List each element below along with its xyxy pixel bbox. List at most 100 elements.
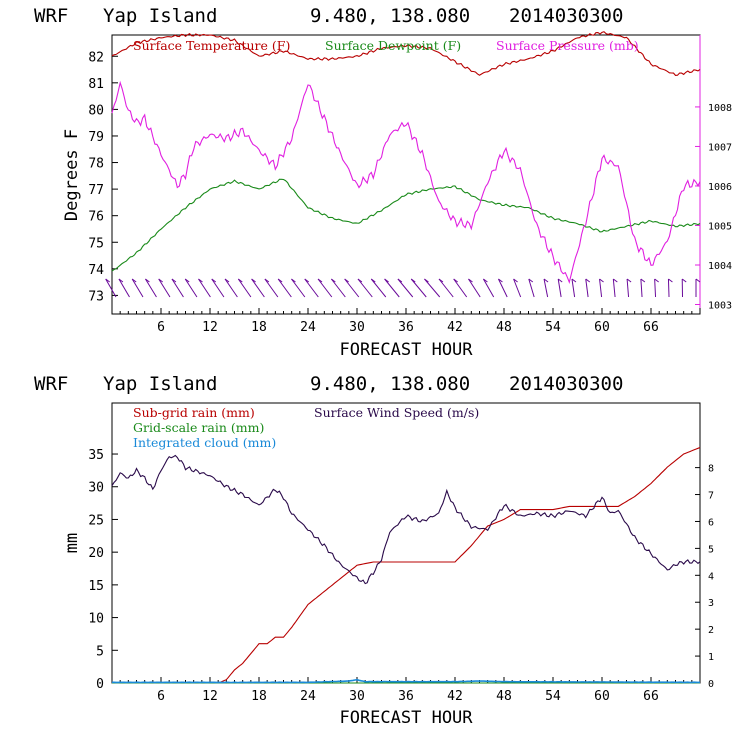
- top-header-init: 2014030300: [509, 5, 623, 27]
- wind-barb: [695, 278, 701, 297]
- bottom-x-tick-label: 42: [447, 689, 463, 704]
- wind-barb: [453, 278, 468, 298]
- wind-barb: [513, 278, 522, 298]
- top-y-tick-label: 78: [88, 157, 104, 172]
- wind-barb: [118, 278, 130, 298]
- bottom-y2-tick-label: 5: [708, 544, 714, 555]
- top-plot-frame: [111, 34, 701, 315]
- bottom-header-model: WRF: [34, 373, 68, 395]
- wind-barb: [317, 278, 333, 298]
- wind-barb: [498, 278, 508, 298]
- bottom-x-tick-label: 48: [496, 689, 512, 704]
- top-y-tick-label: 73: [88, 289, 104, 304]
- bottom-y2-tick-label: 4: [708, 571, 714, 582]
- wind-barb: [277, 278, 292, 298]
- wind-barb: [557, 278, 563, 298]
- top-y2-tick-label: 1006: [708, 182, 732, 193]
- bottom-y2-tick-label: 2: [708, 625, 714, 636]
- wind-barb: [171, 278, 184, 298]
- bottom-x-tick-label: 30: [349, 689, 365, 704]
- bottom-y2-tick-label: 0: [708, 679, 714, 690]
- integrated-cloud-line: [112, 678, 701, 684]
- wind-barb: [397, 278, 414, 298]
- top-x-tick-label: 60: [594, 320, 610, 335]
- top-y2-tick-label: 1008: [708, 103, 732, 114]
- top-x-tick-label: 12: [202, 320, 218, 335]
- top-x-tick-label: 18: [251, 320, 267, 335]
- top-y2-tick-label: 1007: [708, 142, 732, 153]
- wind-barb: [468, 278, 481, 298]
- wind-barb: [410, 278, 427, 298]
- top-legend-dewpoint: Surface Dewpoint (F): [325, 38, 461, 53]
- top-y-tick-label: 81: [88, 77, 104, 92]
- top-x-tick-label: 54: [545, 320, 561, 335]
- wind-barb: [224, 278, 238, 298]
- wind-barb: [640, 278, 646, 298]
- bottom-y-tick-label: 5: [96, 644, 104, 659]
- bottom-x-tick-label: 18: [251, 689, 267, 704]
- top-y-tick-label: 80: [88, 103, 104, 118]
- wind-barb: [344, 278, 360, 298]
- bottom-legend-cloud: Integrated cloud (mm): [133, 435, 276, 450]
- bottom-x-tick-label: 60: [594, 689, 610, 704]
- bottom-y2-tick-label: 8: [708, 464, 714, 475]
- wind-barb: [357, 278, 373, 298]
- wind-barb: [145, 278, 157, 298]
- bottom-x-tick-label: 24: [300, 689, 316, 704]
- top-legend-temperature: Surface Temperature (F): [133, 38, 290, 53]
- wind-barb: [184, 278, 198, 298]
- top-x-tick-label: 42: [447, 320, 463, 335]
- wind-barb: [438, 278, 454, 298]
- bottom-y2-tick-label: 1: [708, 652, 714, 663]
- bottom-legend-wind: Surface Wind Speed (m/s): [314, 405, 479, 420]
- top-y-tick-label: 77: [88, 183, 104, 198]
- wind-barb: [251, 278, 265, 298]
- wind-barb: [667, 278, 673, 298]
- bottom-legend-subgrid: Sub-grid rain (mm): [133, 405, 255, 420]
- wind-barb: [528, 278, 535, 298]
- top-y-tick-label: 82: [88, 50, 104, 65]
- wind-barb: [654, 278, 659, 298]
- bottom-y2-tick-label: 3: [708, 598, 714, 609]
- top-y-tick-label: 75: [88, 236, 104, 251]
- wind-barb: [543, 278, 549, 298]
- top-xlabel: FORECAST HOUR: [339, 340, 473, 360]
- wind-barb: [681, 278, 687, 298]
- top-y2-tick-label: 1003: [708, 301, 732, 312]
- wind-barb: [612, 278, 618, 298]
- wind-barb: [330, 278, 346, 298]
- top-header-model: WRF: [34, 5, 68, 27]
- bottom-ylabel: mm: [62, 533, 82, 553]
- wind-barb: [384, 278, 400, 298]
- wind-barb: [237, 278, 252, 298]
- wind-barb: [599, 278, 604, 298]
- bottom-x-tick-label: 6: [157, 689, 165, 704]
- bottom-header-location: Yap Island: [103, 373, 217, 395]
- top-header-location: Yap Island: [103, 5, 217, 27]
- bottom-y-tick-label: 0: [96, 677, 104, 692]
- bottom-y-tick-label: 15: [88, 579, 104, 594]
- wind-barb: [131, 278, 144, 298]
- top-x-tick-label: 48: [496, 320, 512, 335]
- dewpoint-line: [111, 178, 701, 272]
- top-x-tick-label: 24: [300, 320, 316, 335]
- bottom-y-tick-label: 30: [88, 481, 104, 496]
- bottom-x-tick-label: 66: [643, 689, 659, 704]
- bottom-y-tick-label: 20: [88, 546, 104, 561]
- top-header-coords: 9.480, 138.080: [310, 5, 470, 27]
- bottom-x-tick-label: 36: [398, 689, 414, 704]
- bottom-header-init: 2014030300: [509, 373, 623, 395]
- top-x-tick-label: 36: [398, 320, 414, 335]
- wind-barb: [264, 278, 279, 298]
- bottom-y-tick-label: 25: [88, 513, 104, 528]
- wind-barb: [571, 278, 577, 298]
- top-y-tick-label: 74: [88, 263, 104, 278]
- wind-barb: [626, 278, 632, 298]
- wind-speed-line: [111, 454, 701, 585]
- top-legend-pressure: Surface Pressure (mb): [496, 38, 639, 53]
- wind-barb: [424, 278, 441, 298]
- top-x-tick-label: 30: [349, 320, 365, 335]
- pressure-line: [111, 80, 701, 284]
- wind-barb: [291, 278, 306, 298]
